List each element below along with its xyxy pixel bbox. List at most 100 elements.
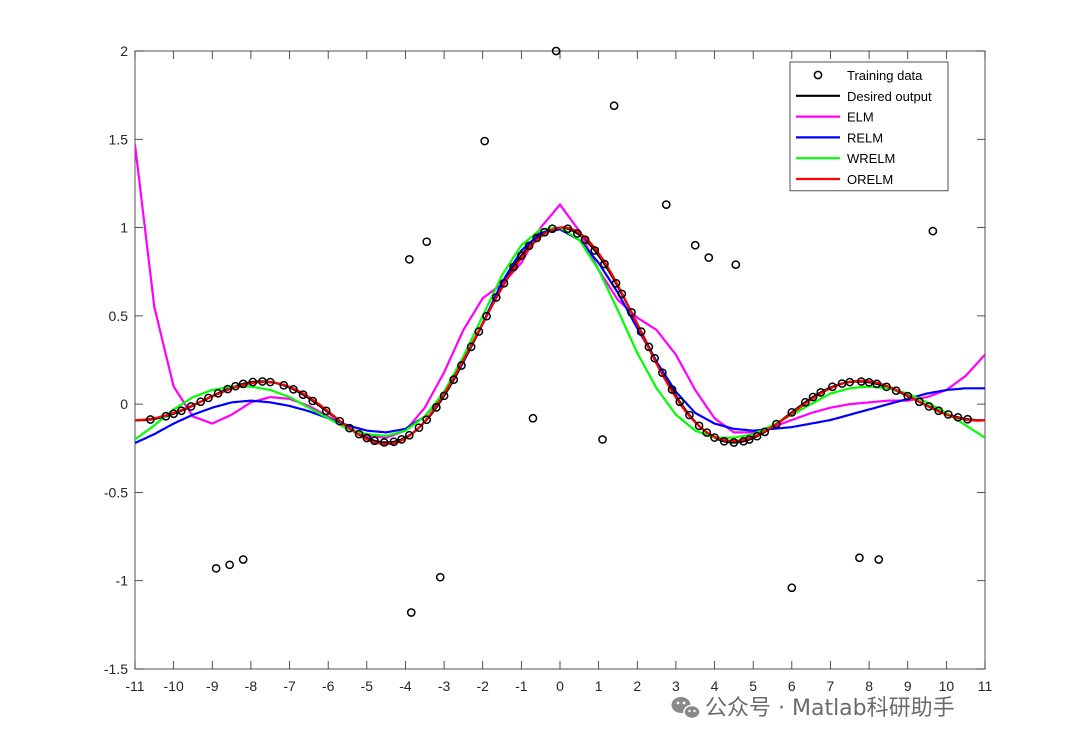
training-point [517, 251, 526, 260]
wechat-icon [671, 697, 701, 720]
training-data-markers [146, 46, 972, 617]
legend: Training data Desired output ELM RELM WRELM O… [789, 61, 949, 192]
x-tick-label: 11 [978, 678, 993, 694]
legend-label: RELM [847, 130, 883, 145]
training-point [248, 377, 258, 387]
training-point [580, 235, 590, 245]
training-point [772, 419, 781, 429]
training-point [238, 379, 248, 389]
training-point [161, 411, 171, 421]
y-tick-label: -1 [116, 573, 129, 589]
legend-marker-training-data [813, 70, 823, 80]
training-point [760, 427, 770, 437]
training-point [422, 415, 432, 425]
series-line-relm [135, 228, 985, 444]
training-point [466, 342, 476, 352]
y-tick-label: -1.5 [104, 661, 128, 677]
training-point [308, 396, 318, 406]
y-tick-label: 1.5 [109, 131, 129, 147]
x-tick-label: -1 [515, 678, 528, 694]
training-point [963, 414, 972, 424]
training-point [675, 397, 685, 407]
training-outlier-point [480, 136, 490, 146]
training-point [540, 227, 549, 237]
x-tick-label: -6 [322, 678, 335, 694]
training-point [547, 224, 557, 234]
training-outlier-point [435, 572, 445, 582]
x-tick-label: 4 [711, 678, 719, 694]
training-point [169, 409, 178, 419]
x-tick-label: -9 [206, 678, 219, 694]
training-point [279, 380, 289, 390]
legend-label: WRELM [847, 151, 895, 166]
training-point [499, 278, 509, 288]
training-point [474, 327, 484, 336]
training-point [573, 229, 582, 238]
x-tick-label: -10 [164, 678, 184, 694]
training-point [491, 293, 501, 302]
training-point [617, 289, 627, 299]
y-tick-label: 1 [120, 220, 128, 236]
training-outlier-point [928, 226, 938, 236]
series-lines [135, 144, 985, 446]
training-point [370, 436, 379, 446]
training-point [590, 246, 600, 255]
training-point [345, 423, 354, 433]
training-point [667, 385, 677, 394]
training-outlier-point [690, 240, 700, 250]
training-point [298, 390, 308, 399]
training-outlier-point [609, 101, 619, 111]
x-tick-label: 8 [865, 678, 873, 694]
watermark: 公众号 · Matlab科研助手 [671, 696, 955, 721]
training-point [509, 262, 518, 272]
training-point [265, 377, 275, 387]
training-outlier-point [661, 200, 671, 209]
training-outlier-point [225, 560, 235, 570]
training-point [744, 435, 754, 444]
x-tick-label: 7 [827, 678, 835, 694]
training-point [563, 224, 573, 234]
training-point [710, 433, 719, 442]
training-point [943, 410, 953, 419]
y-tick-label: 2 [120, 43, 128, 59]
training-outlier-point [874, 555, 884, 564]
training-outlier-point [855, 553, 864, 563]
training-point [636, 327, 646, 336]
training-point [953, 412, 963, 422]
training-outlier-point [238, 555, 248, 564]
training-point [432, 403, 441, 412]
x-axis-ticks: -11 -10 -9 -8 -7 -6 -5 -4 -3 -2 -1 0 1 2 3 4 5 6 7 8 9 10 11 [125, 51, 992, 694]
training-point [903, 391, 913, 401]
training-point [627, 308, 636, 317]
training-point [611, 278, 621, 288]
training-point [362, 433, 372, 443]
training-point [658, 368, 667, 378]
legend-label: Desired output [847, 89, 932, 104]
x-tick-label: 10 [939, 678, 955, 694]
training-point [702, 428, 712, 437]
x-tick-label: -2 [477, 678, 490, 694]
training-point [482, 311, 491, 321]
training-point [439, 391, 449, 401]
training-outlier-point [731, 260, 741, 270]
training-point [864, 377, 874, 387]
y-axis-ticks: -1.5 -1 -0.5 0 0.5 1 1.5 2 [104, 43, 985, 677]
training-point [397, 435, 406, 444]
legend-label: Training data [847, 68, 923, 83]
training-point [800, 397, 810, 407]
training-point [752, 431, 762, 441]
x-tick-label: 3 [672, 678, 680, 694]
training-point [532, 233, 542, 243]
training-point [934, 406, 943, 416]
watermark-text: 公众号 · Matlab科研助手 [705, 696, 955, 721]
training-point [924, 402, 934, 411]
training-outlier-point [406, 608, 416, 617]
training-point [457, 361, 466, 370]
training-point [177, 406, 186, 416]
training-point [650, 353, 660, 363]
training-outlier-point [404, 255, 414, 264]
legend-label: ORELM [847, 172, 893, 187]
training-point [828, 382, 837, 392]
training-point [335, 416, 345, 426]
